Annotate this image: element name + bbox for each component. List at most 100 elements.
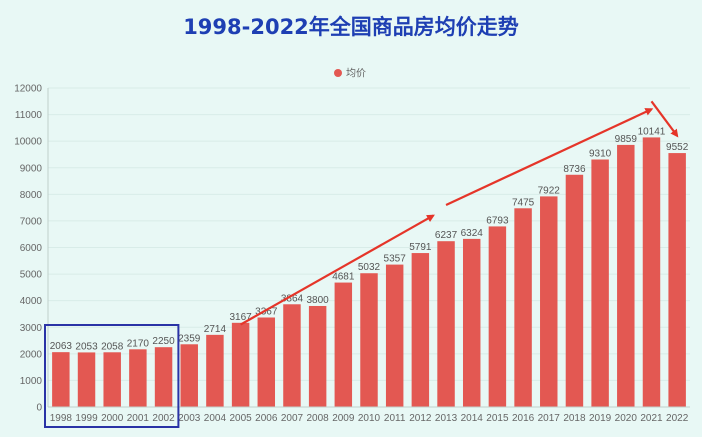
y-tick-label: 6000 [20,243,43,254]
bar [154,347,173,407]
x-tick-label: 2008 [307,413,330,424]
y-tick-label: 4000 [20,296,43,307]
y-tick-label: 7000 [20,216,43,227]
bar [231,322,250,407]
y-axis: 0 1000 2000 3000 4000 5000 6000 7000 8000 9000 100… [14,84,49,414]
legend-label: 均价 [346,68,366,80]
y-tick-label: 10000 [14,137,42,148]
bar [385,264,404,407]
data-label: 3800 [307,295,330,306]
y-tick-label: 1000 [20,376,43,387]
data-label: 2170 [127,338,150,349]
annotations [44,100,679,428]
data-label: 8736 [563,164,586,175]
x-tick-label: 1998 [50,413,73,424]
x-tick-label: 2015 [486,413,509,424]
data-label: 9310 [589,149,612,160]
y-tick-label: 3000 [20,323,43,334]
x-tick-label: 2020 [615,413,638,424]
x-tick-label: 2004 [204,413,227,424]
x-tick-label: 2017 [538,413,561,424]
x-tick-label: 2001 [127,413,150,424]
data-label: 2359 [178,333,201,344]
legend[interactable]: 均价 [334,68,366,80]
x-tick-label: 2000 [101,413,124,424]
bar [437,241,455,407]
data-label: 5357 [384,254,407,265]
y-tick-label: 0 [36,403,42,414]
x-tick-label: 2003 [178,413,201,424]
x-tick-label: 2007 [281,413,304,424]
x-tick-label: 2010 [358,413,381,424]
x-tick-label: 2016 [512,413,535,424]
bar [668,153,686,407]
data-label: 2058 [101,341,124,352]
x-tick-label: 2012 [409,413,432,424]
x-tick-label: 1999 [75,413,98,424]
y-tick-label: 2000 [20,349,43,360]
bars [52,137,686,408]
data-label: 7922 [538,185,561,196]
y-tick-label: 12000 [14,84,42,95]
bar [488,226,507,407]
x-tick-label: 2022 [666,413,689,424]
data-label: 7475 [512,197,535,208]
x-tick-label: 2013 [435,413,458,424]
bar [180,344,198,407]
x-tick-label: 2018 [563,413,586,424]
x-tick-label: 2005 [229,413,252,424]
bar [283,304,301,407]
y-tick-label: 11000 [15,110,43,121]
bar [129,349,147,407]
data-label: 5791 [409,242,432,253]
y-tick-label: 9000 [20,163,43,174]
x-tick-label: 2014 [461,413,484,424]
bar [103,352,121,407]
data-label: 3367 [255,306,278,317]
data-label: 6324 [461,228,484,239]
trend-arrow [445,108,654,206]
bar [514,208,532,407]
bar [257,317,276,407]
bar [206,334,224,407]
bar [77,352,96,407]
bar [617,144,635,407]
data-label: 4681 [332,272,355,283]
data-label: 2053 [75,341,98,352]
bar [462,238,481,407]
trend-arrow [240,214,435,326]
x-tick-label: 2009 [332,413,355,424]
bar [308,305,327,407]
y-tick-label: 5000 [20,270,43,281]
bar [642,137,661,408]
highlight-box [44,324,180,428]
data-label: 2063 [50,341,73,352]
data-label: 6237 [435,230,458,241]
bar [52,352,70,407]
data-label: 2250 [152,336,175,347]
legend-marker [334,69,342,77]
x-tick-label: 2021 [640,413,663,424]
bar [360,273,378,407]
y-tick-label: 8000 [20,190,43,201]
data-label: 5032 [358,262,381,273]
data-label: 9552 [666,142,689,153]
chart-title: 1998-2022年全国商品房均价走势 [183,15,519,39]
bar [540,196,558,407]
bar [565,174,584,407]
x-axis: 1998 1999 2000 2001 2002 2003 2004 2005 2006 2007… [48,406,690,424]
bar [411,253,430,407]
data-label: 3167 [229,312,252,323]
x-tick-label: 2006 [255,413,278,424]
x-tick-label: 2011 [384,413,406,424]
bar [334,282,353,407]
data-label: 3864 [281,293,304,304]
data-label: 6793 [486,215,509,226]
data-label: 10141 [638,126,666,137]
bar [591,159,609,407]
trend-arrow [650,100,679,138]
data-label: 2714 [204,324,227,335]
